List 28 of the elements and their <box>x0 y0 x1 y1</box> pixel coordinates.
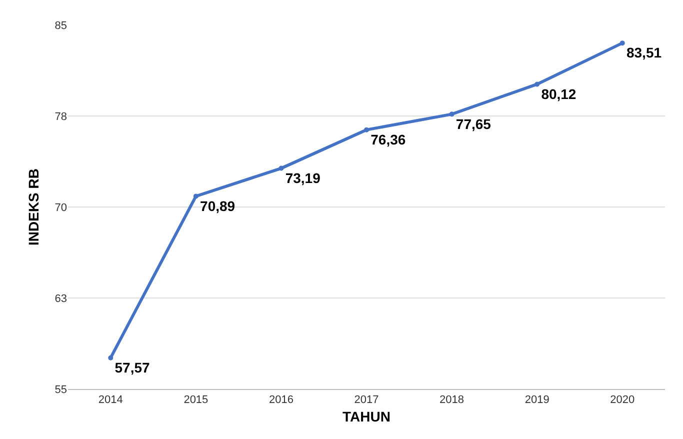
x-tick-label: 2016 <box>268 394 294 406</box>
y-tick-label: 55 <box>54 384 67 396</box>
x-axis-title: TAHUN <box>342 408 390 424</box>
x-tick-label: 2018 <box>440 394 464 406</box>
x-tick-label: 2020 <box>610 394 635 406</box>
point <box>449 112 454 117</box>
y-tick-label: 70 <box>54 202 67 214</box>
data-label: 57,57 <box>114 359 150 376</box>
x-tick-label: 2017 <box>354 394 379 406</box>
data-label: 77,65 <box>456 116 492 132</box>
point <box>364 127 369 132</box>
point <box>193 194 198 199</box>
point <box>108 355 114 360</box>
point <box>620 40 625 46</box>
x-tick-label: 2019 <box>524 394 550 406</box>
x-tick-label: 2015 <box>184 394 208 406</box>
y-tick-label: 63 <box>54 292 67 305</box>
y-tick-label: 78 <box>54 110 67 123</box>
point <box>278 166 284 171</box>
point <box>534 82 540 87</box>
data-label: 80,12 <box>541 86 576 102</box>
y-axis-title: INDEKS RB <box>25 168 42 246</box>
data-label: 70,89 <box>200 198 236 214</box>
data-label: 76,36 <box>370 131 406 148</box>
data-label: 83,51 <box>626 44 662 61</box>
y-tick-label: 85 <box>54 20 67 32</box>
x-tick-label: 2014 <box>98 394 123 406</box>
data-label: 73,19 <box>285 170 321 186</box>
